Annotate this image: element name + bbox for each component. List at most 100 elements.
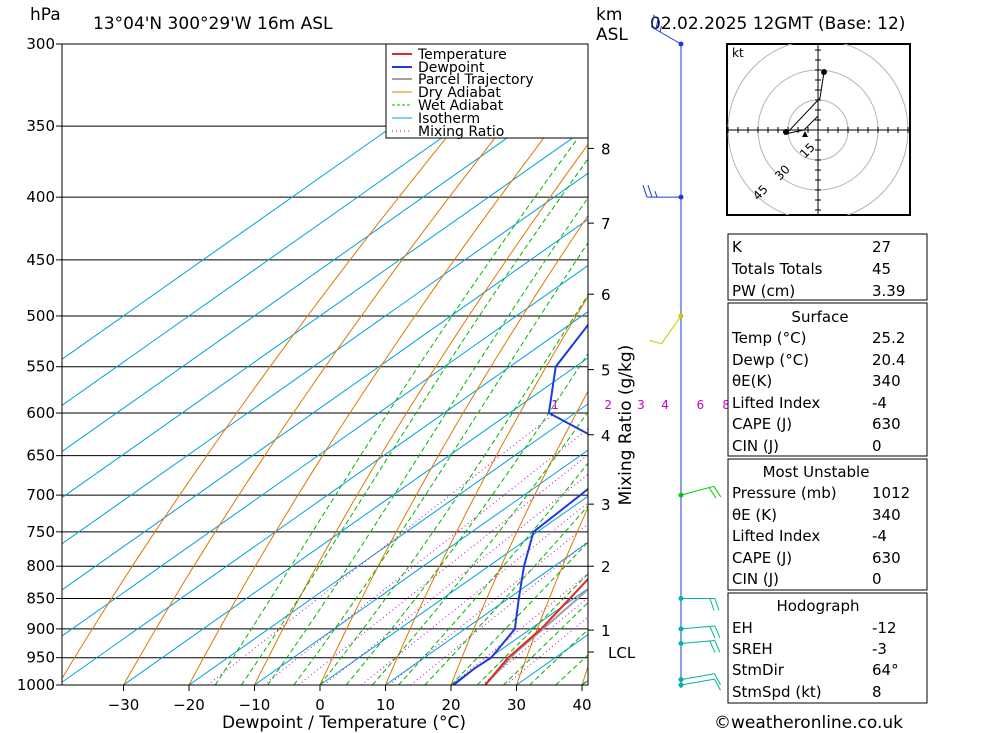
dewpoint-line bbox=[452, 323, 588, 685]
mu-value-cape: 630 bbox=[872, 549, 901, 567]
hodo-label-sreh: SREH bbox=[732, 640, 773, 658]
legend-parcel: Parcel Trajectory bbox=[418, 72, 534, 88]
indices-table: K 27 Totals Totals 45 PW (cm) 3.39 bbox=[727, 233, 928, 301]
isotherm-10 bbox=[385, 541, 588, 685]
isotherm--70 bbox=[62, 172, 588, 545]
legend-temperature: Temperature bbox=[417, 47, 507, 63]
wet-adiabat-0 bbox=[319, 294, 588, 685]
wind-barb-300 bbox=[651, 14, 684, 47]
pressure-tick-950: 950 bbox=[26, 649, 55, 667]
wet-adiabat--12 bbox=[240, 158, 588, 685]
km-tick-8: 8 bbox=[601, 140, 611, 158]
isotherm--50 bbox=[62, 264, 588, 637]
isotherm--60 bbox=[62, 218, 588, 591]
dry-adiabat-30 bbox=[516, 506, 588, 685]
mixing-ratio-label-2: 2 bbox=[604, 398, 612, 412]
legend-isotherm: Isotherm bbox=[418, 111, 480, 127]
wind-barb-925 bbox=[678, 640, 721, 653]
datetime-title: 02.02.2025 12GMT (Base: 12) bbox=[650, 14, 905, 34]
hodograph-trace bbox=[784, 71, 825, 135]
mixing-ratio-line-6 bbox=[361, 502, 588, 685]
surface-label-dewp: Dewp (°C) bbox=[732, 351, 809, 369]
pressure-tick-750: 750 bbox=[26, 523, 55, 541]
surface-title: Surface bbox=[791, 308, 848, 326]
isotherm-0 bbox=[319, 495, 588, 685]
wind-barb-900 bbox=[678, 625, 721, 639]
temp-tick--30: −30 bbox=[108, 696, 140, 714]
hodograph-unit: kt bbox=[732, 46, 744, 60]
index-label-pw: PW (cm) bbox=[732, 282, 795, 300]
isotherm--90 bbox=[62, 80, 588, 453]
wind-profile bbox=[642, 14, 722, 691]
hodo-label-eh: EH bbox=[732, 619, 753, 637]
pressure-tick-800: 800 bbox=[26, 557, 55, 575]
mu-label-thetae: θE (K) bbox=[732, 506, 777, 524]
wet-adiabat--8 bbox=[267, 197, 588, 685]
dry-adiabat--20 bbox=[188, 79, 588, 685]
hodo-label-stmspd: StmSpd (kt) bbox=[732, 683, 822, 701]
dry-adiabat-10 bbox=[385, 295, 588, 685]
dry-adiabat--40 bbox=[62, 44, 524, 680]
km-tick-lcl: LCL bbox=[608, 644, 636, 662]
mixing-ratio-label-3: 3 bbox=[637, 398, 645, 412]
legend: Temperature Dewpoint Parcel Trajectory D… bbox=[385, 43, 589, 140]
mu-value-cin: 0 bbox=[872, 570, 882, 588]
wind-barb-400 bbox=[642, 185, 684, 200]
height-axis: 8 7 6 5 4 3 2 1 LCL bbox=[588, 140, 636, 662]
series-layer bbox=[452, 323, 588, 685]
location-title: 13°04'N 300°29'W 16m ASL bbox=[93, 14, 333, 34]
watermark: ©weatheronline.co.uk bbox=[714, 713, 903, 733]
pressure-tick-700: 700 bbox=[26, 486, 55, 504]
temp-tick--20: −20 bbox=[173, 696, 205, 714]
wet-adiabat-20 bbox=[450, 541, 588, 685]
plot-frame bbox=[61, 43, 589, 686]
temp-tick-0: 0 bbox=[315, 696, 325, 714]
temp-tick-40: 40 bbox=[572, 696, 591, 714]
legend-dewpoint: Dewpoint bbox=[418, 60, 485, 76]
pressure-tick-300: 300 bbox=[26, 35, 55, 53]
parcel-line bbox=[484, 587, 588, 685]
dry-adiabat--30 bbox=[123, 44, 571, 685]
index-label-totals: Totals Totals bbox=[731, 260, 823, 278]
mixing-ratio-label-1: 1 bbox=[551, 398, 559, 412]
pressure-axis: 300 350 400 450 500 550 600 650 700 750 800 850 900 9… bbox=[17, 35, 62, 694]
mixing-ratio-label-8: 8 bbox=[722, 398, 730, 412]
dry-adiabat-20 bbox=[450, 390, 588, 685]
hodograph-table: Hodograph EH -12 SREH -3 StmDir 64° StmS… bbox=[727, 592, 928, 704]
km-tick-1: 1 bbox=[601, 622, 611, 640]
km-label: km bbox=[596, 5, 622, 25]
storm-motion-marker bbox=[802, 131, 808, 137]
pressure-tick-600: 600 bbox=[26, 404, 55, 422]
pressure-tick-850: 850 bbox=[26, 589, 55, 607]
asl-label: ASL bbox=[596, 25, 628, 45]
temp-tick-10: 10 bbox=[376, 696, 395, 714]
wind-barb-850 bbox=[678, 595, 720, 611]
hodo-label-stmdir: StmDir bbox=[732, 661, 785, 679]
hodograph: 15 30 45 kt bbox=[726, 43, 911, 216]
pressure-tick-400: 400 bbox=[26, 188, 55, 206]
surface-label-temp: Temp (°C) bbox=[731, 329, 806, 347]
km-tick-4: 4 bbox=[601, 427, 611, 445]
mixing-ratio-line-2 bbox=[263, 428, 588, 685]
mu-value-li: -4 bbox=[872, 527, 887, 545]
wet-adiabat-4 bbox=[345, 352, 588, 685]
isotherm--110 bbox=[62, 44, 510, 360]
mu-value-thetae: 340 bbox=[872, 506, 901, 524]
hodo-table-title: Hodograph bbox=[776, 597, 859, 615]
dry-adiabat-100 bbox=[975, 44, 1000, 685]
legend-wet-adiabat: Wet Adiabat bbox=[418, 98, 504, 114]
isotherm--10 bbox=[254, 449, 588, 685]
km-tick-5: 5 bbox=[601, 362, 611, 380]
temp-tick-20: 20 bbox=[441, 696, 460, 714]
surface-value-li: -4 bbox=[872, 394, 887, 412]
isotherm--40 bbox=[62, 311, 588, 683]
isotherm--100 bbox=[62, 44, 576, 406]
hodo-value-eh: -12 bbox=[872, 619, 897, 637]
mixing-ratio-label-6: 6 bbox=[697, 398, 705, 412]
legend-dry-adiabat: Dry Adiabat bbox=[418, 85, 501, 101]
mixing-ratio-line-10 bbox=[410, 540, 588, 685]
hodo-value-stmdir: 64° bbox=[872, 661, 899, 679]
dry-adiabat--10 bbox=[254, 143, 588, 685]
wind-barb-500 bbox=[649, 313, 684, 345]
surface-value-temp: 25.2 bbox=[872, 329, 905, 347]
